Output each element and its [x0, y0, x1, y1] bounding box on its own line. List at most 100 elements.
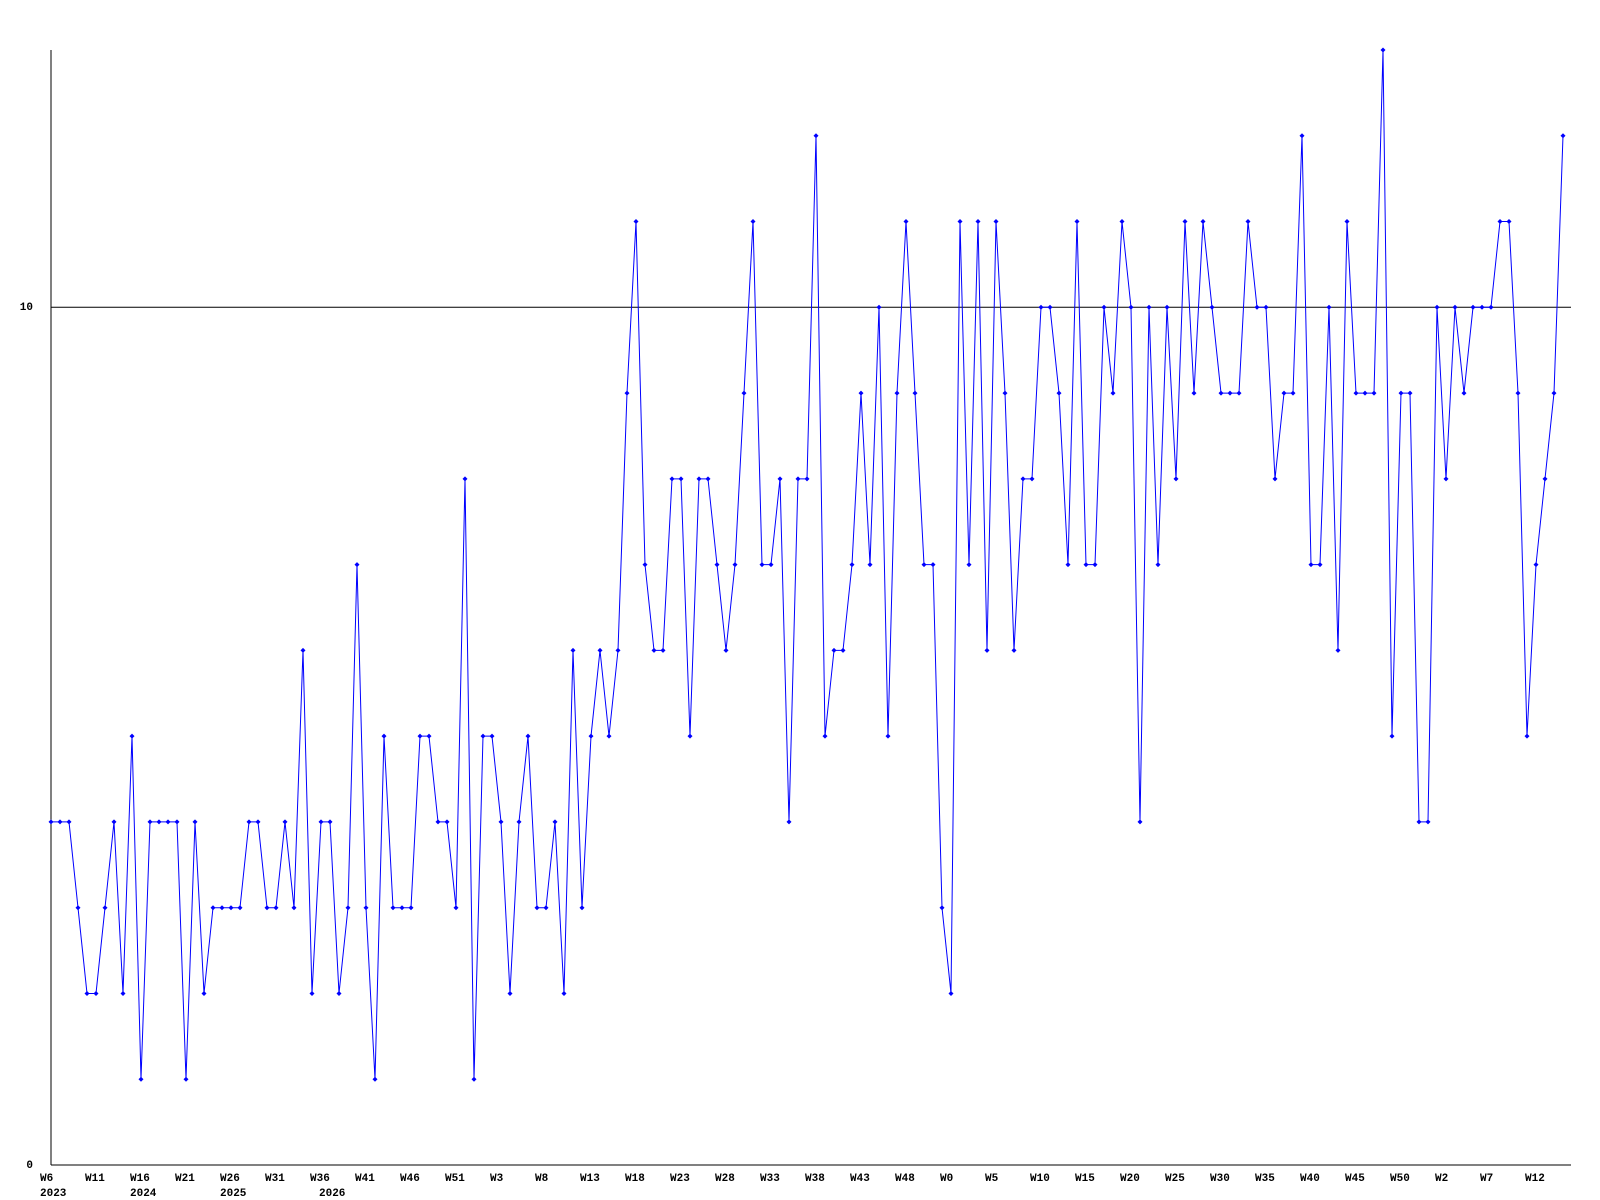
data-point [633, 219, 639, 225]
data-point [597, 647, 603, 653]
data-point [453, 905, 459, 911]
data-point [1164, 304, 1170, 310]
data-point [921, 562, 927, 568]
data-point [1146, 304, 1152, 310]
x-tick-label: W25 [1165, 1173, 1185, 1185]
data-point [201, 990, 207, 996]
data-point [1038, 304, 1044, 310]
data-point [777, 476, 783, 482]
data-point [912, 390, 918, 396]
data-point [975, 219, 981, 225]
data-point [345, 905, 351, 911]
data-point [750, 219, 756, 225]
x-tick-label: W26 [220, 1173, 240, 1185]
data-point [246, 819, 252, 825]
data-point [939, 905, 945, 911]
x-tick-label: W13 [580, 1173, 600, 1185]
data-point [471, 1076, 477, 1082]
x-tick-label: W45 [1345, 1173, 1365, 1185]
data-point [606, 733, 612, 739]
data-point [1515, 390, 1521, 396]
data-point [948, 990, 954, 996]
data-point [363, 905, 369, 911]
data-point [336, 990, 342, 996]
x-year-label: 2025 [220, 1188, 247, 1200]
data-point [1335, 647, 1341, 653]
data-point [84, 990, 90, 996]
data-point [552, 819, 558, 825]
data-point [930, 562, 936, 568]
data-point [462, 476, 468, 482]
data-point [147, 819, 153, 825]
data-point [1218, 390, 1224, 396]
data-point [408, 905, 414, 911]
data-point [534, 905, 540, 911]
x-tick-label: W20 [1120, 1173, 1140, 1185]
data-point [228, 905, 234, 911]
data-point [1101, 304, 1107, 310]
data-point [120, 990, 126, 996]
data-point [849, 562, 855, 568]
data-point [417, 733, 423, 739]
data-point [732, 562, 738, 568]
data-point [669, 476, 675, 482]
data-point [1074, 219, 1080, 225]
data-point [1317, 562, 1323, 568]
data-point [372, 1076, 378, 1082]
data-point [1200, 219, 1206, 225]
data-point [1353, 390, 1359, 396]
data-point [1263, 304, 1269, 310]
x-tick-label: W50 [1390, 1173, 1410, 1185]
data-point [192, 819, 198, 825]
data-point [1029, 476, 1035, 482]
data-point [255, 819, 261, 825]
data-point [876, 304, 882, 310]
data-point [282, 819, 288, 825]
x-tick-label: W23 [670, 1173, 690, 1185]
data-point [1245, 219, 1251, 225]
data-point [1047, 304, 1053, 310]
x-year-label: 2024 [130, 1188, 157, 1200]
data-point [705, 476, 711, 482]
x-tick-label: W8 [535, 1173, 549, 1185]
data-point [327, 819, 333, 825]
data-point [588, 733, 594, 739]
x-tick-label: W5 [985, 1173, 999, 1185]
y-tick-label: 0 [26, 1160, 33, 1172]
data-point [507, 990, 513, 996]
x-tick-label: W35 [1255, 1173, 1275, 1185]
data-point [1056, 390, 1062, 396]
data-point [291, 905, 297, 911]
data-point [318, 819, 324, 825]
data-point [651, 647, 657, 653]
data-point [957, 219, 963, 225]
x-tick-label: W41 [355, 1173, 375, 1185]
x-tick-label: W33 [760, 1173, 780, 1185]
data-point [183, 1076, 189, 1082]
data-point [354, 562, 360, 568]
y-tick-label: 10 [20, 302, 33, 314]
data-point [1452, 304, 1458, 310]
x-tick-label: W3 [490, 1173, 504, 1185]
data-point [993, 219, 999, 225]
data-point [156, 819, 162, 825]
data-point [138, 1076, 144, 1082]
data-point [1020, 476, 1026, 482]
data-point [1002, 390, 1008, 396]
data-point [111, 819, 117, 825]
data-point [237, 905, 243, 911]
data-point [1272, 476, 1278, 482]
data-point [885, 733, 891, 739]
data-point [57, 819, 63, 825]
data-point [858, 390, 864, 396]
x-tick-label: W43 [850, 1173, 870, 1185]
data-point [894, 390, 900, 396]
data-point [309, 990, 315, 996]
data-point [1371, 390, 1377, 396]
data-point [1119, 219, 1125, 225]
x-tick-label: W6 [40, 1173, 53, 1185]
data-point [1299, 133, 1305, 139]
data-point [210, 905, 216, 911]
